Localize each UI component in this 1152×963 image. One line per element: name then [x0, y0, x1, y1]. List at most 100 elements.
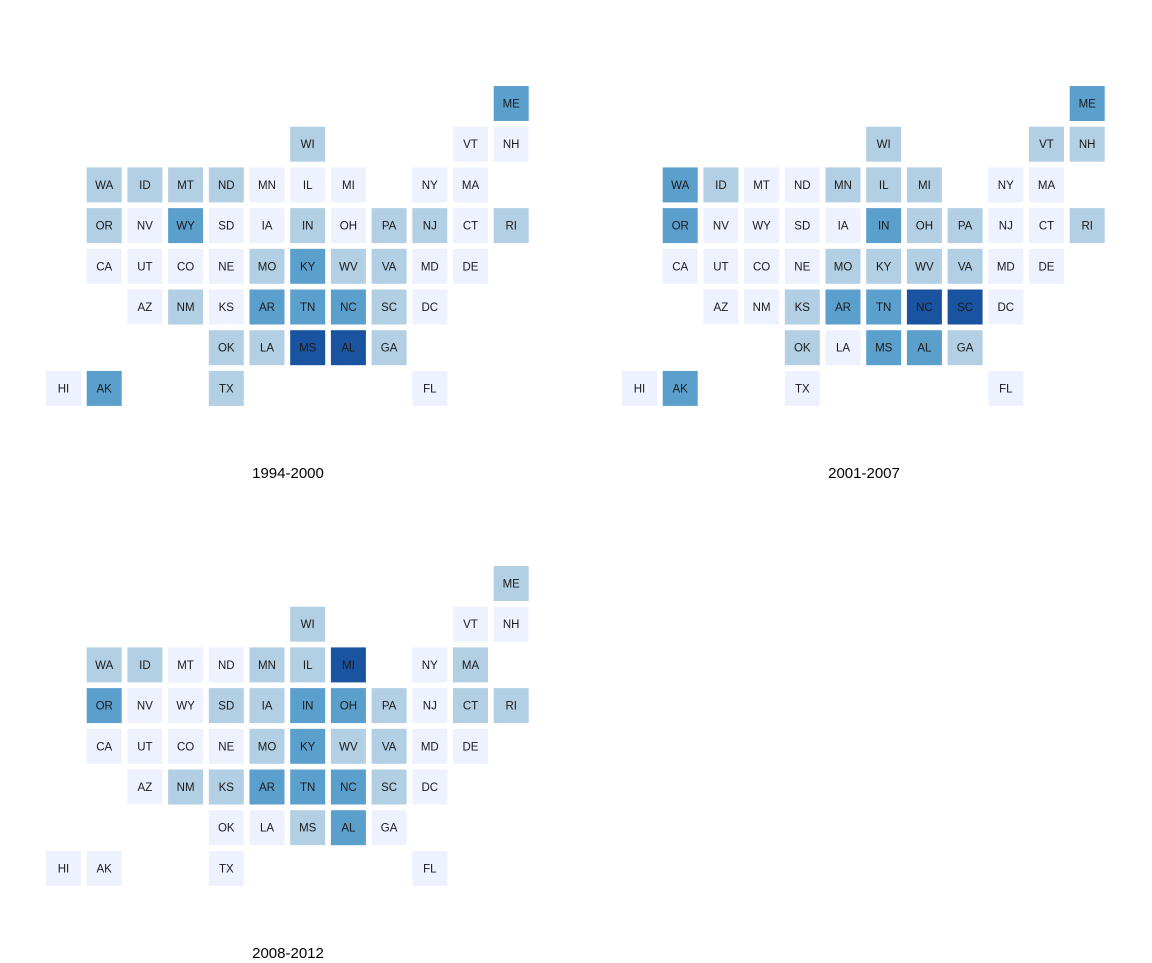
state-label-ok: OK — [218, 823, 235, 835]
state-cell-wv — [330, 248, 366, 284]
state-cell-md — [988, 248, 1024, 284]
state-label-ny: NY — [422, 180, 438, 192]
state-label-ut: UT — [137, 741, 152, 753]
state-cell-wv — [906, 248, 942, 284]
state-label-de: DE — [463, 261, 479, 273]
state-label-tn: TN — [876, 302, 891, 314]
state-label-al: AL — [917, 343, 932, 355]
state-cell-ky — [290, 728, 326, 764]
state-tile-il: IL — [866, 167, 902, 203]
state-tile-nh: NH — [1069, 126, 1105, 162]
state-cell-fl — [412, 370, 448, 406]
state-cell-pa — [947, 208, 983, 244]
state-cell-oh — [330, 208, 366, 244]
state-tile-ma: MA — [453, 647, 488, 683]
state-tile-mn: MN — [825, 167, 861, 203]
state-label-mt: MT — [753, 180, 770, 192]
state-tile-in: IN — [290, 688, 326, 724]
state-cell-ny — [412, 167, 448, 203]
state-cell-oh — [906, 208, 942, 244]
state-cell-or — [662, 208, 698, 244]
state-tile-me: ME — [1069, 86, 1105, 121]
state-tile-ny: NY — [988, 167, 1024, 203]
state-tile-ks: KS — [784, 289, 820, 325]
state-cell-tx — [784, 370, 820, 406]
state-label-ne: NE — [794, 261, 810, 273]
state-label-az: AZ — [714, 302, 729, 314]
state-tile-sc: SC — [371, 769, 407, 805]
state-tile-nm: NM — [168, 289, 204, 325]
state-cell-wy — [168, 208, 204, 244]
state-tile-ak: AK — [86, 850, 122, 886]
state-tile-dc: DC — [412, 769, 448, 805]
state-tile-mi: MI — [906, 167, 942, 203]
state-label-ma: MA — [462, 660, 480, 672]
state-tile-in: IN — [290, 208, 326, 244]
state-tile-ga: GA — [371, 330, 407, 366]
state-cell-wi — [866, 126, 902, 162]
state-tile-or: OR — [86, 208, 122, 244]
state-label-hi: HI — [58, 383, 70, 395]
state-tile-nc: NC — [330, 769, 366, 805]
state-cell-al — [330, 330, 366, 366]
state-label-nd: ND — [218, 660, 235, 672]
state-cell-wa — [662, 167, 698, 203]
state-cell-mi — [330, 167, 366, 203]
state-tile-mn: MN — [249, 167, 285, 203]
state-label-ky: KY — [300, 261, 316, 273]
state-cell-la — [249, 810, 285, 846]
state-tile-ky: KY — [290, 248, 326, 284]
state-label-ar: AR — [259, 302, 275, 314]
state-label-al: AL — [341, 343, 356, 355]
state-tile-ks: KS — [208, 769, 244, 805]
state-tile-ms: MS — [290, 810, 326, 846]
state-tile-vt: VT — [453, 126, 488, 162]
state-cell-tx — [208, 370, 244, 406]
state-tile-ca: CA — [86, 248, 122, 284]
state-label-az: AZ — [138, 302, 153, 314]
state-label-id: ID — [139, 180, 151, 192]
state-tile-ri: RI — [493, 208, 529, 244]
state-cell-mi — [906, 167, 942, 203]
state-label-me: ME — [503, 579, 521, 591]
state-tile-oh: OH — [330, 688, 366, 724]
state-cell-ks — [208, 769, 244, 805]
state-cell-ar — [249, 769, 285, 805]
state-tile-ia: IA — [249, 208, 285, 244]
state-label-ms: MS — [299, 823, 317, 835]
state-label-va: VA — [382, 261, 397, 273]
state-label-ca: CA — [672, 261, 688, 273]
state-tile-wv: WV — [906, 248, 942, 284]
tile-map-2001-2007: ME WI VT NH WA ID MT ND MN IL MI NY MA OR NV WY SD IA IN OH… — [622, 86, 1105, 406]
state-label-wa: WA — [95, 180, 113, 192]
state-label-tn: TN — [300, 782, 315, 794]
state-tile-wi: WI — [290, 126, 326, 162]
state-cell-ok — [208, 330, 244, 366]
state-label-ks: KS — [219, 782, 235, 794]
state-cell-ri — [493, 688, 529, 724]
state-label-mt: MT — [177, 180, 194, 192]
state-cell-ms — [290, 810, 326, 846]
state-tile-mi: MI — [330, 647, 366, 683]
state-tile-ct: CT — [453, 208, 488, 244]
state-tile-al: AL — [330, 330, 366, 366]
state-tile-ri: RI — [1069, 208, 1105, 244]
state-cell-va — [947, 248, 983, 284]
state-cell-pa — [371, 688, 407, 724]
state-cell-nm — [168, 289, 204, 325]
state-tile-ky: KY — [866, 248, 902, 284]
state-cell-co — [744, 248, 780, 284]
state-tile-hi: HI — [46, 850, 81, 886]
state-tile-wy: WY — [744, 208, 780, 244]
state-cell-me — [1069, 86, 1105, 121]
state-label-fl: FL — [423, 383, 437, 395]
state-label-ks: KS — [219, 302, 235, 314]
state-label-nj: NJ — [423, 701, 437, 713]
state-cell-al — [906, 330, 942, 366]
state-label-la: LA — [836, 343, 850, 355]
state-label-va: VA — [382, 741, 397, 753]
state-label-vt: VT — [463, 619, 478, 631]
state-cell-in — [290, 688, 326, 724]
state-cell-nj — [988, 208, 1024, 244]
state-cell-ut — [703, 248, 739, 284]
